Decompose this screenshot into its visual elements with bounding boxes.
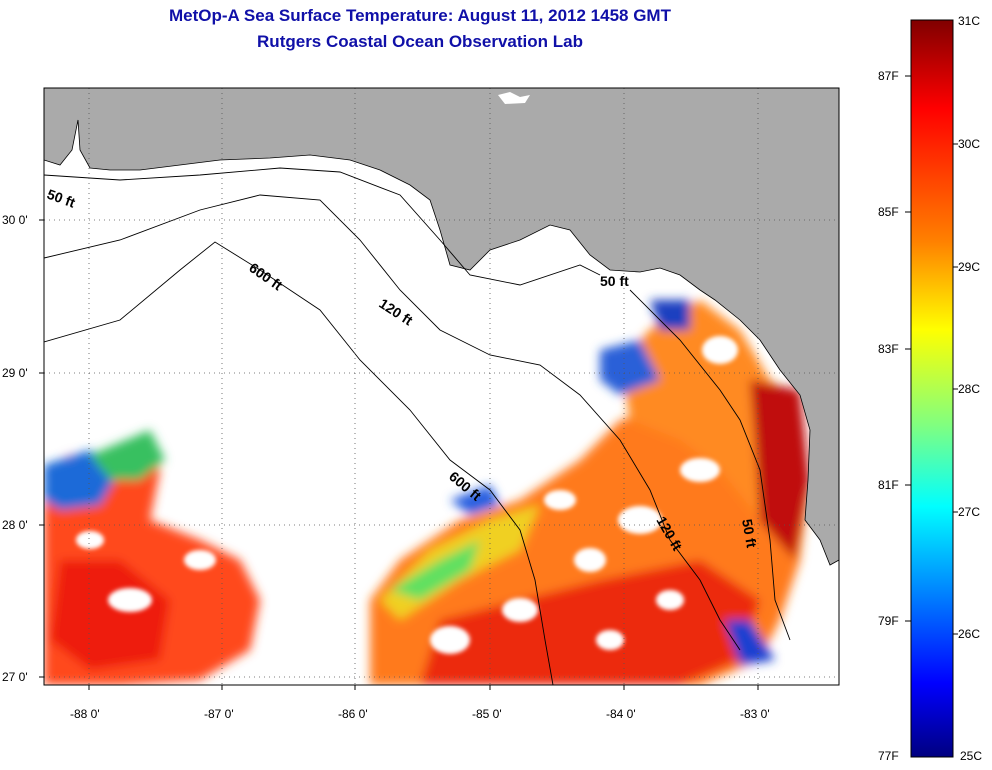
cloud-gaps bbox=[76, 336, 738, 654]
lat-label: 29 0' bbox=[2, 366, 28, 380]
lon-label: -88 0' bbox=[70, 707, 100, 721]
cb-c-label: 30C bbox=[958, 137, 980, 151]
cb-f-label: 79F bbox=[878, 614, 899, 628]
sst-patch-southeast-blue bbox=[725, 620, 775, 665]
longitude-labels: -88 0' -87 0' -86 0' -85 0' -84 0' -83 0… bbox=[70, 707, 770, 721]
axis-ticks bbox=[39, 219, 759, 690]
land-mass bbox=[44, 88, 839, 566]
cb-c-label: 27C bbox=[958, 505, 980, 519]
contour-600ft bbox=[44, 241, 554, 685]
map-title: MetOp-A Sea Surface Temperature: August … bbox=[169, 6, 671, 25]
lat-label: 28 0' bbox=[2, 518, 28, 532]
cb-c-label: 31C bbox=[958, 14, 980, 28]
sst-patch-small-blue bbox=[450, 485, 500, 515]
cb-c-label: 26C bbox=[958, 627, 980, 641]
sst-patch-northeast-hot bbox=[750, 380, 810, 560]
contour-label-50ft-northeast: 50 ft bbox=[600, 273, 629, 289]
lon-label: -84 0' bbox=[606, 707, 636, 721]
cb-f-label: 83F bbox=[878, 342, 899, 356]
map-plot-area: 50 ft 600 ft 120 ft 50 ft 600 ft 120 ft … bbox=[44, 88, 839, 685]
contour-label-50ft-east: 50 ft bbox=[739, 518, 760, 549]
sst-patch-coast-blue bbox=[650, 300, 690, 330]
lon-label: -85 0' bbox=[472, 707, 502, 721]
lon-label: -87 0' bbox=[204, 707, 234, 721]
colorbar-fahrenheit-labels: 87F 85F 83F 81F 79F 77F bbox=[878, 69, 899, 763]
sst-patch-southwest-warm bbox=[50, 560, 170, 670]
lake bbox=[498, 92, 530, 104]
lat-label: 30 0' bbox=[2, 213, 28, 227]
cb-f-label: 81F bbox=[878, 478, 899, 492]
cb-f-label: 87F bbox=[878, 69, 899, 83]
contour-50ft-east bbox=[629, 289, 791, 641]
map-subtitle: Rutgers Coastal Ocean Observation Lab bbox=[257, 32, 583, 51]
lon-label: -83 0' bbox=[740, 707, 770, 721]
cb-c-label: 29C bbox=[958, 260, 980, 274]
colorbar-gradient bbox=[910, 19, 954, 758]
sst-patch-green-band bbox=[390, 540, 480, 600]
colorbar: 87F 85F 83F 81F 79F 77F 31C 30C 29C 28C … bbox=[878, 14, 982, 763]
sst-patch-southwest-green bbox=[90, 430, 165, 480]
cb-f-label: 77F bbox=[878, 749, 899, 763]
contour-120ft bbox=[44, 194, 741, 651]
lat-label: 27 0' bbox=[2, 670, 28, 684]
cb-c-label: 28C bbox=[958, 382, 980, 396]
cb-c-label: 25C bbox=[960, 749, 982, 763]
bathymetry-contours bbox=[44, 167, 791, 685]
colorbar-celsius-labels: 31C 30C 29C 28C 27C 26C 25C bbox=[958, 14, 982, 763]
contour-50ft-west bbox=[44, 167, 601, 286]
plot-frame bbox=[43, 87, 840, 686]
lon-label: -86 0' bbox=[338, 707, 368, 721]
latitude-labels: 30 0' 29 0' 28 0' 27 0' bbox=[2, 213, 28, 684]
sst-patch-northeast-cool bbox=[600, 340, 660, 395]
cb-f-label: 85F bbox=[878, 205, 899, 219]
